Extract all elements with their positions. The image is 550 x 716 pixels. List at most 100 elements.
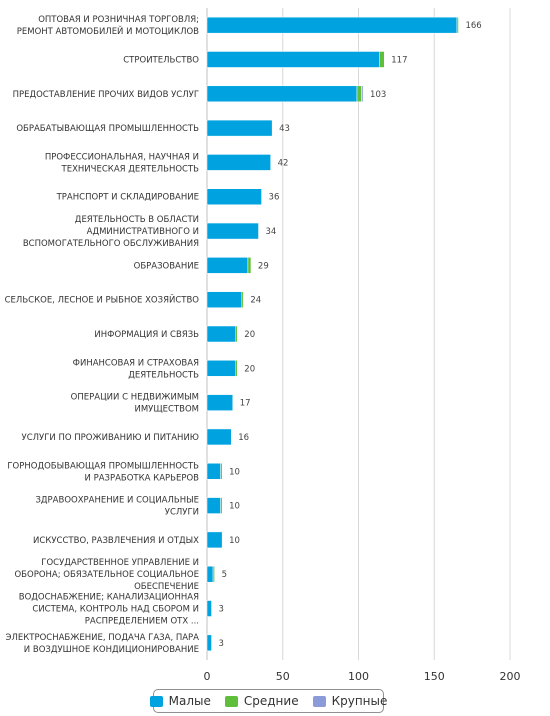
bar-segment[interactable]	[206, 565, 214, 583]
legend-label-small: Малые	[168, 694, 211, 708]
category-label: ОБОРОНА; ОБЯЗАТЕЛЬНОЕ СОЦИАЛЬНОЕ	[14, 570, 199, 580]
category-label: ВОДОСНАБЖЕНИЕ; КАНАЛИЗАЦИОННАЯ	[19, 593, 199, 603]
x-tick-label: 200	[500, 670, 521, 683]
bar-segment[interactable]	[206, 257, 249, 274]
category-label: ОПТОВАЯ И РОЗНИЧНАЯ ТОРГОВЛЯ;	[38, 15, 199, 25]
category-label: ГОСУДАРСТВЕННОЕ УПРАВЛЕНИЕ И	[41, 558, 199, 568]
bar-segment[interactable]	[206, 291, 243, 308]
bar-segment[interactable]	[241, 291, 244, 308]
bar-segment[interactable]	[206, 119, 273, 137]
category-label: ИНФОРМАЦИЯ И СВЯЗЬ	[94, 330, 199, 340]
category-label: АДМИНИСТРАТИВНОГО И	[87, 227, 199, 237]
bar-value-label: 34	[266, 227, 277, 237]
bar-segment[interactable]	[206, 325, 237, 343]
bar-value-label: 3	[219, 639, 224, 649]
bar-segment[interactable]	[206, 222, 259, 240]
bar-value-label: 42	[278, 158, 289, 168]
bar-value-label: 17	[240, 399, 251, 409]
bar-segment[interactable]	[361, 85, 364, 103]
bar-segment[interactable]	[206, 85, 358, 103]
category-label: РЕМОНТ АВТОМОБИЛЕЙ И МОТОЦИКЛОВ	[17, 25, 199, 37]
bars	[206, 16, 459, 652]
bar-segment[interactable]	[206, 394, 234, 411]
x-tick-label: 50	[276, 670, 290, 683]
bar-segment[interactable]	[235, 360, 238, 377]
bar-segment[interactable]	[206, 360, 237, 377]
bar-segment[interactable]	[206, 51, 380, 68]
category-label: ОБРАЗОВАНИЕ	[134, 261, 199, 271]
category-labels: ОПТОВАЯ И РОЗНИЧНАЯ ТОРГОВЛЯ;РЕМОНТ АВТО…	[5, 15, 200, 655]
category-label: УСЛУГИ	[165, 508, 199, 518]
category-label: ИСКУССТВО, РАЗВЛЕЧЕНИЯ И ОТДЫХ	[33, 536, 199, 546]
bar-segment[interactable]	[247, 257, 252, 274]
bar-segment[interactable]	[206, 531, 223, 549]
bar-value-label: 103	[370, 90, 386, 100]
category-label: ДЕЯТЕЛЬНОСТЬ В ОБЛАСТИ	[75, 215, 199, 225]
bar-value-label: 24	[250, 296, 261, 306]
bar-segment[interactable]	[206, 188, 262, 205]
bar-segment[interactable]	[456, 16, 459, 34]
category-label: УСЛУГИ ПО ПРОЖИВАНИЮ И ПИТАНИЮ	[22, 433, 199, 443]
bar-value-label: 117	[391, 55, 407, 65]
bar-segment[interactable]	[206, 600, 212, 617]
bar-segment[interactable]	[206, 154, 271, 171]
bar-segment[interactable]	[235, 325, 238, 343]
bar-segment[interactable]	[206, 463, 221, 480]
category-label: РАСПРЕДЕЛЕНИЕМ ОТХ ...	[85, 617, 199, 627]
category-label: ДЕЯТЕЛЬНОСТЬ	[128, 370, 199, 380]
legend-swatch-medium	[224, 695, 238, 707]
bar-value-label: 36	[269, 193, 280, 203]
chart-legend: Малые Средние Крупные	[149, 689, 387, 713]
category-label: ЭЛЕКТРОСНАБЖЕНИЕ, ПОДАЧА ГАЗА, ПАРА	[6, 633, 200, 643]
x-axis-ticks: 0 50 100 150 200	[204, 670, 521, 683]
grid-lines	[206, 8, 511, 660]
bar-value-label: 16	[238, 433, 249, 443]
category-label: И РАЗРАБОТКА КАРЬЕРОВ	[85, 473, 200, 483]
category-label: ТРАНСПОРТ И СКЛАДИРОВАНИЕ	[56, 193, 199, 203]
bar-segment[interactable]	[356, 85, 362, 103]
bar-value-label: 10	[229, 467, 240, 477]
category-label: СИСТЕМА, КОНТРОЛЬ НАД СБОРОМ И	[32, 605, 199, 615]
bar-segment[interactable]	[206, 16, 458, 34]
legend-item-medium[interactable]: Средние	[224, 694, 299, 708]
bar-segment[interactable]	[220, 497, 223, 514]
legend-swatch-small	[149, 695, 163, 707]
category-label: ЗДРАВООХРАНЕНИЕ И СОЦИАЛЬНЫЕ	[35, 496, 199, 506]
x-tick-label: 150	[424, 670, 445, 683]
bar-value-label: 43	[279, 124, 290, 134]
bar-value-label: 10	[229, 536, 240, 546]
category-label: ИМУЩЕСТВОМ	[134, 405, 199, 415]
category-label: ГОРНОДОБЫВАЮЩАЯ ПРОМЫШЛЕННОСТЬ	[7, 461, 199, 471]
bar-value-label: 20	[244, 364, 255, 374]
category-label: ВСПОМОГАТЕЛЬНОГО ОБСЛУЖИВАНИЯ	[23, 239, 199, 249]
bar-value-label: 20	[244, 330, 255, 340]
bar-segment[interactable]	[220, 463, 223, 480]
legend-item-large[interactable]: Крупные	[312, 694, 388, 708]
bar-segment[interactable]	[212, 565, 215, 583]
bar-value-label: 3	[219, 605, 224, 615]
bar-segment[interactable]	[206, 634, 212, 652]
bar-value-label: 5	[222, 570, 227, 580]
bar-segment[interactable]	[206, 497, 221, 514]
x-tick-label: 100	[348, 670, 369, 683]
bar-value-label: 10	[229, 502, 240, 512]
bar-value-label: 166	[465, 21, 481, 31]
bar-segment[interactable]	[379, 51, 385, 68]
bar-chart: 166 117 103 43 42 36 34 29 24 20 20 17 16 10 10 10 5 3 3 О…	[5, 8, 521, 683]
category-label: И ВОЗДУШНОЕ КОНДИЦИОНИРОВАНИЕ	[24, 645, 199, 655]
category-label: ТЕХНИЧЕСКАЯ ДЕЯТЕЛЬНОСТЬ	[61, 164, 200, 174]
category-label: ФИНАНСОВАЯ И СТРАХОВАЯ	[73, 358, 199, 368]
category-label: ОПЕРАЦИИ С НЕДВИЖИМЫМ	[71, 393, 199, 403]
category-label: СЕЛЬСКОЕ, ЛЕСНОЕ И РЫБНОЕ ХОЗЯЙСТВО	[5, 294, 200, 306]
value-labels: 166 117 103 43 42 36 34 29 24 20 20 17 16 10 10 10 5 3 3	[219, 21, 482, 649]
legend-label-medium: Средние	[243, 694, 299, 708]
category-label: ПРОФЕССИОНАЛЬНАЯ, НАУЧНАЯ И	[45, 152, 199, 162]
category-label: ПРЕДОСТАВЛЕНИЕ ПРОЧИХ ВИДОВ УСЛУГ	[13, 90, 199, 100]
legend-label-large: Крупные	[331, 694, 388, 708]
category-label: ОБЕСПЕЧЕНИЕ	[134, 582, 199, 592]
category-label: СТРОИТЕЛЬСТВО	[123, 55, 199, 65]
legend-swatch-large	[312, 695, 326, 707]
legend-item-small[interactable]: Малые	[149, 694, 211, 708]
bar-segment[interactable]	[206, 428, 232, 446]
bar-value-label: 29	[258, 261, 269, 271]
